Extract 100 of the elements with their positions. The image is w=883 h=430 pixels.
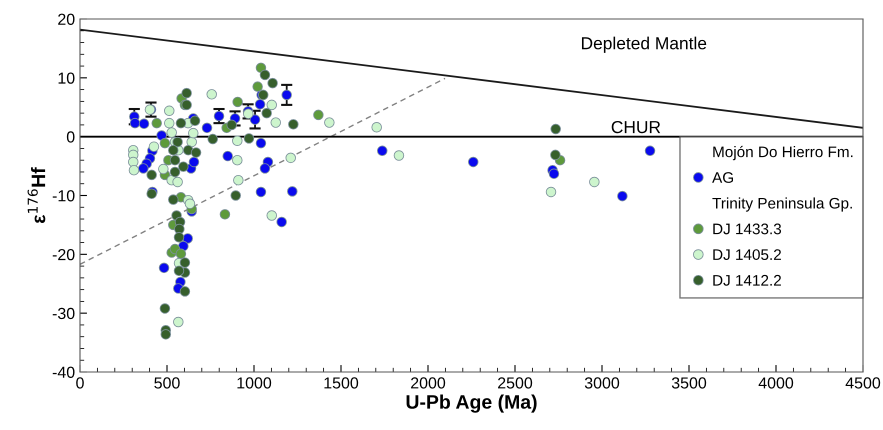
legend-label: DJ 1433.3 [713,224,782,234]
point [176,118,186,128]
legend-label: AG [712,172,733,183]
point [468,156,478,168]
point [158,262,170,274]
x-tick-label: 4000 [758,377,794,389]
point [174,266,184,276]
point [266,100,277,110]
x-tick-label: 2500 [498,377,532,389]
legend-label: DJ 1412.2 [713,274,781,286]
x-axis-title: U-Pb Age (Ma) [406,394,537,413]
point [261,108,272,118]
point [190,147,202,158]
point [174,232,184,243]
point [160,329,172,340]
point [190,116,200,126]
point [270,117,281,128]
point [230,190,241,201]
point [172,136,183,148]
point [371,122,382,132]
legend-label: DJ 1405.2 [713,249,781,260]
point [168,144,178,156]
point [160,303,170,314]
point [267,78,278,88]
y-tick-label: 20 [58,14,75,25]
point [184,198,196,209]
point [138,118,150,129]
y-tick-label: 10 [58,72,75,84]
point [188,156,200,168]
y-tick-label: -30 [52,308,75,320]
point [550,124,561,134]
ref-line-label: CHUR [612,120,660,134]
point [173,316,184,328]
point [164,118,174,128]
y-tick-label: -20 [52,248,75,260]
point [148,141,160,152]
point [260,163,270,174]
point [178,161,189,172]
point [589,176,600,188]
point [172,176,183,188]
point [206,89,217,100]
point [128,164,140,176]
point [244,133,254,144]
point [166,127,177,138]
point [222,150,233,162]
x-tick-label: 3000 [584,377,620,389]
x-tick-label: 4500 [846,377,880,389]
point [548,168,560,179]
point [546,186,556,198]
point [164,106,174,116]
point [180,286,190,297]
point [176,248,186,259]
point [208,134,218,144]
point [170,154,180,166]
point [220,209,230,220]
y-tick-label: 0 [66,131,75,143]
point [170,166,180,178]
point [232,154,243,166]
y-axis-title: ε$^{176}$Hf [28,167,46,224]
point [158,164,169,174]
point [256,138,266,148]
point [324,117,335,128]
x-tick-label: 3500 [672,377,706,389]
x-tick-label: 0 [76,377,84,389]
point [188,128,199,138]
point [260,70,270,80]
point [394,150,404,161]
point [266,210,277,221]
point [226,120,237,130]
point [232,96,243,108]
point [281,90,292,100]
x-tick-label: 500 [154,377,180,389]
x-tick-label: 2000 [411,377,446,389]
point [644,146,656,156]
point [285,152,296,164]
point [256,186,266,198]
point [152,118,162,128]
x-tick-label: 1000 [237,377,272,389]
x-tick-label: 1500 [324,377,358,389]
annotation: Trinity Peninsula Gp. [712,197,852,212]
point [180,257,190,268]
point [138,163,149,174]
point [160,138,170,148]
annotation: Mojón Do Hierro Fm. [713,146,852,160]
point [252,81,263,92]
point [232,136,243,146]
point [168,194,178,205]
point [550,150,561,160]
point [202,122,212,134]
point [288,119,299,130]
point [377,146,388,156]
point [276,216,287,228]
point [617,190,628,202]
point [214,110,224,122]
point [181,88,192,98]
point [287,186,298,197]
point [233,174,244,186]
y-tick-label: -10 [52,190,75,202]
point [130,118,140,128]
y-tick-label: -40 [52,366,75,378]
